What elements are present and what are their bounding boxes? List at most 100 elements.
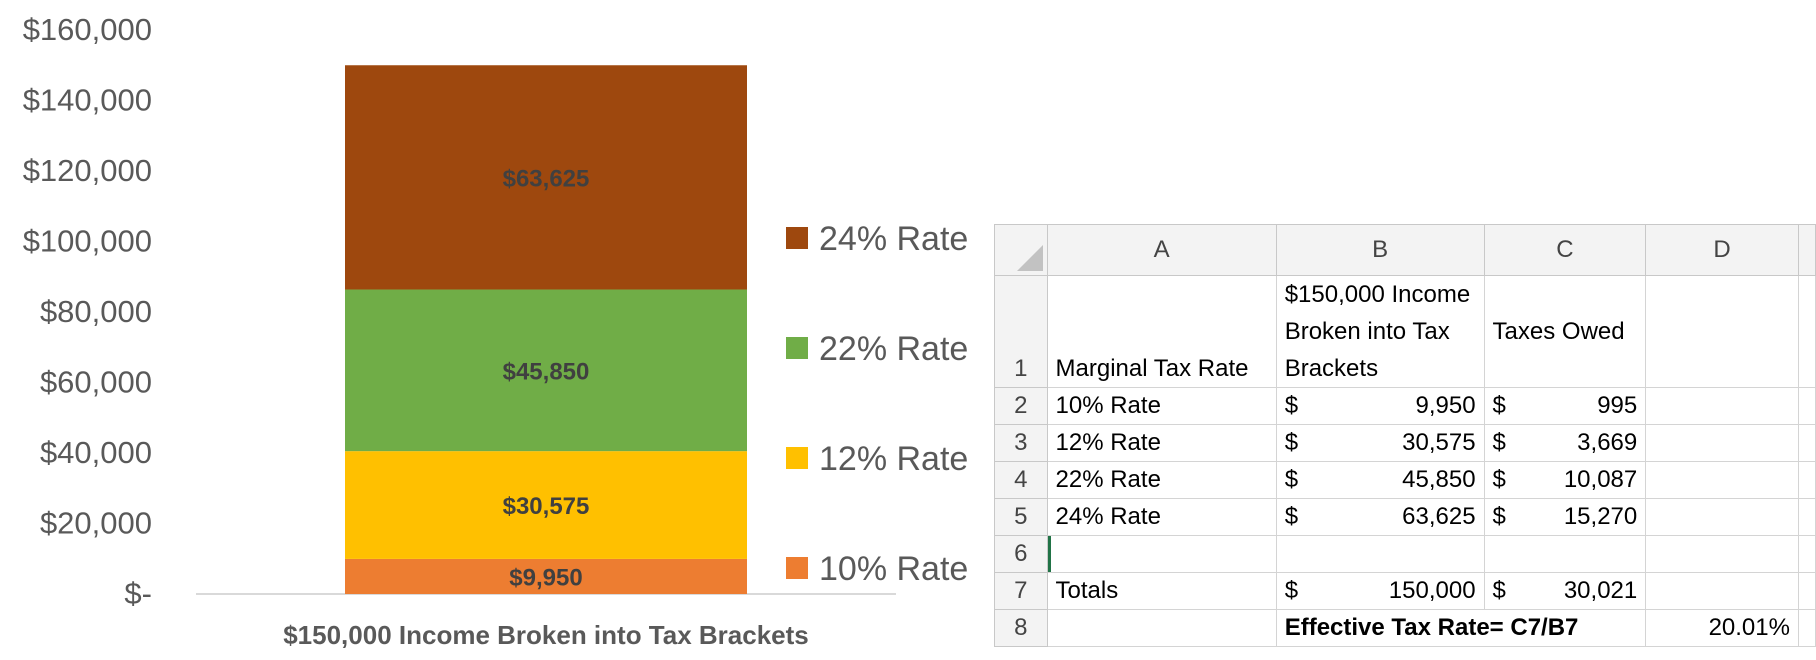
stacked-bar-chart: $- $20,000 $40,000 $60,000 $80,000 $100,000 $1…	[23, 12, 969, 650]
bar-segment	[345, 289, 747, 452]
y-tick-label: $100,000	[23, 224, 152, 259]
cell-d2[interactable]	[1645, 387, 1799, 425]
select-all-corner[interactable]	[994, 224, 1048, 276]
legend-swatch	[786, 447, 808, 469]
cell-b5[interactable]: $63,625	[1275, 498, 1485, 536]
cell-d5[interactable]	[1645, 498, 1799, 536]
legend-label: 24% Rate	[819, 220, 968, 258]
table-row: 2 10% Rate $9,950 $995	[994, 387, 1816, 425]
row-header[interactable]: 4	[994, 461, 1048, 499]
cell-d4[interactable]	[1645, 461, 1799, 499]
cell-value: 15,270	[1563, 503, 1638, 530]
row-header[interactable]: 5	[994, 498, 1048, 536]
currency-symbol: $	[1492, 392, 1506, 419]
bar-segment	[345, 65, 747, 290]
currency-symbol: $	[1492, 466, 1506, 493]
currency-symbol: $	[1284, 577, 1299, 604]
bar-segment	[345, 451, 747, 559]
y-tick-label: $60,000	[40, 365, 152, 400]
cell-e8[interactable]	[1797, 609, 1816, 647]
spreadsheet-grid: A B C D 1 Marginal Tax Rate $150,000 Inc…	[994, 224, 1816, 647]
cell-b6[interactable]	[1275, 535, 1485, 573]
cell-e6[interactable]	[1797, 535, 1816, 573]
cell-d6[interactable]	[1645, 535, 1799, 573]
cell-b8-effective-rate[interactable]: Effective Tax Rate= C7/B7	[1275, 609, 1647, 647]
cell-value: 9,950	[1415, 392, 1476, 419]
y-tick-label: $120,000	[23, 153, 152, 188]
cell-c5[interactable]: $15,270	[1483, 498, 1647, 536]
row-header[interactable]: 6	[994, 535, 1048, 573]
cell-value: 30,575	[1402, 429, 1476, 456]
cell-b7[interactable]: $150,000	[1275, 572, 1485, 610]
data-label: $45,850	[503, 358, 590, 385]
cell-c2[interactable]: $995	[1483, 387, 1647, 425]
y-tick-label: $80,000	[40, 294, 152, 329]
table-row: 5 24% Rate $63,625 $15,270	[994, 498, 1816, 536]
cell-e3[interactable]	[1797, 424, 1816, 462]
table-row: 8 Effective Tax Rate= C7/B7 20.01%	[994, 609, 1816, 647]
cell-b2[interactable]: $9,950	[1275, 387, 1485, 425]
column-header-a[interactable]: A	[1046, 224, 1277, 276]
cell-e4[interactable]	[1797, 461, 1816, 499]
cell-value: 3,669	[1577, 429, 1638, 456]
cell-a6[interactable]	[1046, 535, 1277, 573]
row-header[interactable]: 8	[994, 609, 1048, 647]
cell-a1[interactable]: Marginal Tax Rate	[1046, 275, 1277, 388]
row-header[interactable]: 7	[994, 572, 1048, 610]
legend-swatch	[786, 557, 808, 579]
cell-a4[interactable]: 22% Rate	[1046, 461, 1277, 499]
column-header-e[interactable]	[1797, 224, 1816, 276]
spreadsheet: A B C D 1 Marginal Tax Rate $150,000 Inc…	[994, 224, 1816, 660]
column-header-row: A B C D	[994, 224, 1816, 276]
cell-c7[interactable]: $30,021	[1483, 572, 1647, 610]
bar-segment	[345, 558, 747, 594]
cell-b1[interactable]: $150,000 Income Broken into Tax Brackets	[1275, 275, 1485, 388]
cell-a3[interactable]: 12% Rate	[1046, 424, 1277, 462]
legend-swatch	[786, 337, 808, 359]
column-header-d[interactable]: D	[1645, 224, 1799, 276]
cell-d7[interactable]	[1645, 572, 1799, 610]
cell-c6[interactable]	[1483, 535, 1647, 573]
row-header[interactable]: 1	[994, 275, 1048, 388]
column-header-b[interactable]: B	[1275, 224, 1485, 276]
cell-a5[interactable]: 24% Rate	[1046, 498, 1277, 536]
legend-label: 10% Rate	[819, 550, 968, 588]
chart-canvas: $- $20,000 $40,000 $60,000 $80,000 $100,000 $1…	[23, 12, 969, 650]
cell-b4[interactable]: $45,850	[1275, 461, 1485, 499]
cell-b3[interactable]: $30,575	[1275, 424, 1485, 462]
cell-a2[interactable]: 10% Rate	[1046, 387, 1277, 425]
cell-value: 30,021	[1563, 577, 1638, 604]
cell-d8[interactable]: 20.01%	[1645, 609, 1799, 647]
y-tick-label: $40,000	[40, 435, 152, 470]
currency-symbol: $	[1284, 503, 1299, 530]
table-row: 3 12% Rate $30,575 $3,669	[994, 424, 1816, 462]
cell-value: 45,850	[1402, 466, 1476, 493]
cell-e2[interactable]	[1797, 387, 1816, 425]
data-label: $63,625	[503, 165, 590, 192]
row-header[interactable]: 2	[994, 387, 1048, 425]
cell-e1[interactable]	[1797, 275, 1816, 388]
cell-d1[interactable]	[1645, 275, 1799, 388]
y-tick-label: $-	[124, 576, 152, 611]
cell-value: 150,000	[1388, 577, 1476, 604]
cell-e7[interactable]	[1797, 572, 1816, 610]
currency-symbol: $	[1492, 503, 1506, 530]
currency-symbol: $	[1284, 466, 1299, 493]
currency-symbol: $	[1492, 577, 1506, 604]
table-row: 4 22% Rate $45,850 $10,087	[994, 461, 1816, 499]
cell-c3[interactable]: $3,669	[1483, 424, 1647, 462]
cell-value: 995	[1597, 392, 1638, 419]
currency-symbol: $	[1284, 429, 1299, 456]
y-tick-label: $160,000	[23, 12, 152, 47]
cell-a7[interactable]: Totals	[1046, 572, 1277, 610]
column-header-c[interactable]: C	[1483, 224, 1647, 276]
cell-e5[interactable]	[1797, 498, 1816, 536]
cell-d3[interactable]	[1645, 424, 1799, 462]
cell-a8[interactable]	[1046, 609, 1277, 647]
table-row: 7 Totals $150,000 $30,021	[994, 572, 1816, 610]
cell-c4[interactable]: $10,087	[1483, 461, 1647, 499]
row-header[interactable]: 3	[994, 424, 1048, 462]
legend-label: 12% Rate	[819, 440, 968, 478]
cell-c1[interactable]: Taxes Owed	[1483, 275, 1647, 388]
legend-label: 22% Rate	[819, 330, 968, 368]
